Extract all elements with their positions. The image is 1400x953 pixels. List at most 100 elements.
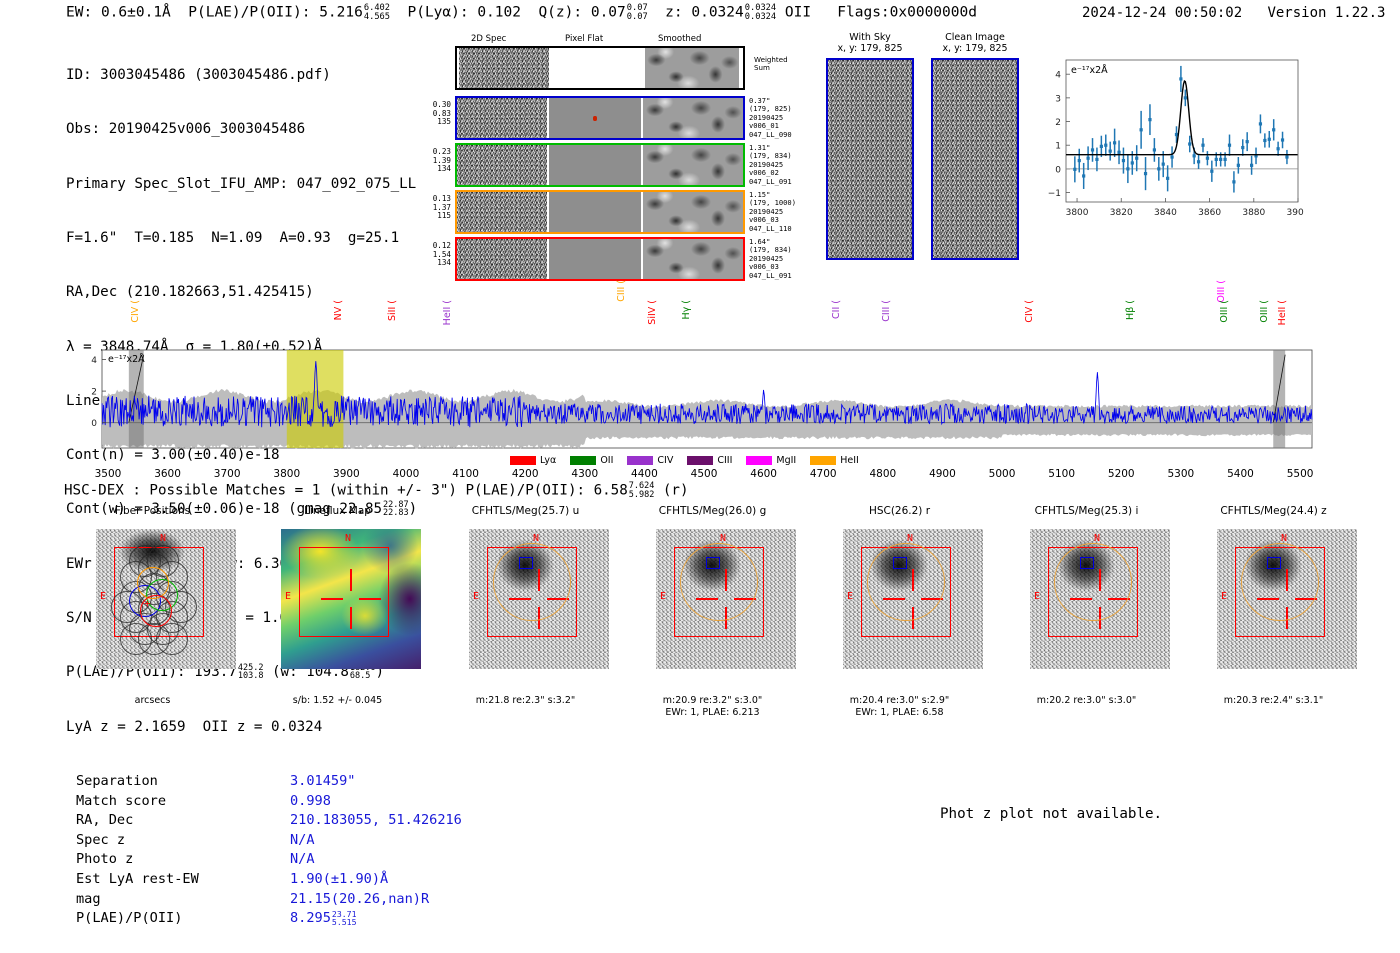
cutout-caption-line1: m:20.2 re:3.0" s:3.0" [1036,695,1137,706]
emission-line-label: OIII ( [1218,300,1230,323]
cutout-title: Fiber Positions [114,505,191,517]
table-row-value: 8.295 23.71 5.515 [290,909,357,928]
with-sky-title: With Sky x, y: 179, 825 [837,32,903,54]
emission-line-label: HeII ( [441,300,453,326]
east-label: E [660,591,667,602]
svg-text:0: 0 [1055,165,1061,175]
emission-line-label: SiIV ( [646,300,658,325]
z-label: z: [665,4,683,21]
emission-line-label: NV ( [333,300,345,321]
montage-row-meta: 1.64" (179, 834) 20190425 v006_03 047_LL… [749,237,792,280]
legend-swatch [746,456,773,465]
info-line-seeing: F=1.6" T=0.185 N=1.09 A=0.93 g=25.1 [66,230,400,247]
legend-item: MgII [746,455,796,466]
legend-label: OII [600,455,614,466]
cutout-title: Lineflux Map [304,505,371,517]
legend-swatch [510,456,536,465]
spectrum-xtick: 3700 [213,468,241,480]
catalog-match-box [1267,557,1281,569]
table-row-value: 21.15(20.26,nan)R [290,890,430,907]
photometry-aperture [680,543,758,621]
svg-text:3: 3 [1055,94,1061,104]
plae-bounds: 23.71 5.515 [332,910,357,926]
plae-value: 5.216 [319,4,363,21]
emission-line-label: CII ( [831,300,843,319]
montage-2dspec-cell [457,145,547,185]
cutout-caption: s/b: 1.52 +/- 0.045 [245,695,430,707]
legend-label: Lyα [540,455,557,466]
legend-label: CIV [657,455,674,466]
cutout-image[interactable]: NE420−2−4−4−2024 [843,529,983,669]
full-spectrum-svg: 0 2 4 e⁻¹⁷x2Å [91,349,1313,449]
table-row-value: 3.01459" [290,773,356,789]
montage-2dspec-cell [457,98,547,138]
plae-label: P(LAE)/P(OII): [188,4,311,21]
photometry-aperture [493,543,571,621]
info-line-radec: RA,Dec (210.182663,51.425415) [66,284,314,301]
spectrum-xtick: 4600 [750,468,777,480]
target-plus-marker: + [144,597,151,610]
svg-text:3800: 3800 [1066,208,1089,218]
montage-pixelflat-cell [549,145,641,185]
zoomed-line-plot: −1 0 1 2 3 4 3800 3820 3840 3860 3880 3900 e⁻¹⁷x2Å [1036,52,1310,234]
emission-line-label: CIII ( [615,280,627,302]
z-upper: 0.0324 [744,3,777,13]
north-label: N [160,533,167,544]
table-row-value: 210.183055, 51.426216 [290,812,462,829]
svg-text:0: 0 [91,419,97,429]
spectrum-xtick: 4500 [690,468,718,480]
legend-swatch [627,456,654,465]
spectrum-xtick: 3600 [154,468,181,480]
qz-lower: 0.07 [626,11,648,22]
montage-row-left-stats: 0.23 1.39 134 [432,147,451,174]
cutout-caption-line1: m:20.4 re:3.0" s:2.9" [849,695,950,706]
hsc-text: HSC-DEX : Possible Matches = 1 (within +… [64,482,628,499]
legend-swatch [687,456,714,465]
spectrum-legend: Lyα OII CIV CIII MgII HeII [510,455,873,466]
legend-item: HeII [810,455,859,466]
cutout-image[interactable]: NE420−2−4−4−2024 [1030,529,1170,669]
montage-row-left-stats: 0.13 1.37 115 [432,194,451,221]
svg-text:3840: 3840 [1154,208,1177,218]
catalog-match-box [893,557,907,569]
montage-smoothed-cell [643,239,743,279]
lineflux-heatmap-overlay [281,529,421,669]
clean-image-title: Clean Image x, y: 179, 825 [942,32,1008,54]
timestamp: 2024-12-24 00:50:02 [1082,5,1243,21]
cutout-caption-line1: m:20.9 re:3.2" s:3.0" [662,695,763,706]
legend-item: CIV [627,455,673,466]
photometry-aperture [1241,543,1319,621]
cutout-caption: m:20.2 re:3.0" s:3.0" [994,695,1179,707]
cutout-title: CFHTLS/Meg(25.3) i [1034,505,1139,517]
plya-value: 0.102 [477,4,521,21]
cutout-image[interactable]: NE420−2−4−4−2024 [281,529,421,669]
montage-smoothed-cell [643,192,743,232]
montage-2dspec-cell [457,192,547,232]
cutout-image[interactable]: NE420−2−4−4−2024 [469,529,609,669]
version: Version 1.22.3 [1267,5,1386,21]
catalog-match-box [1080,557,1094,569]
table-row-key: Separation [76,773,158,789]
east-label: E [285,591,292,602]
east-label: E [847,591,854,602]
north-label: N [1094,533,1101,544]
cutout-title: CFHTLS/Meg(25.7) u [471,505,580,517]
fiber-circle [120,623,152,655]
catalog-match-box [706,557,720,569]
svg-text:3900: 3900 [1287,208,1304,218]
legend-item: OII [570,455,613,466]
fiber-circle [156,623,188,655]
plae-upper: 23.71 [331,909,357,919]
table-row-value: 1.90(±1.90)Å [290,870,389,887]
cutout-image[interactable]: NE420−2−4−4−2024 [656,529,796,669]
montage-smoothed-cell [643,145,743,185]
north-label: N [720,533,727,544]
flags-label: Flags:0x0000000d [837,4,977,21]
fov-box [299,547,389,637]
cutout-image[interactable]: NE420−2−4−4−2024 [1217,529,1357,669]
header-summary-line: EW: 0.6±0.1Å P(LAE)/P(OII): 5.216 6.402 4.… [66,4,977,21]
info-line-specslot: Primary Spec_Slot_IFU_AMP: 047_092_075_L… [66,175,417,192]
svg-text:3860: 3860 [1198,208,1221,218]
svg-text:3820: 3820 [1110,208,1133,218]
cutout-image[interactable]: +NE420−2−4−4−2024 [96,529,236,669]
